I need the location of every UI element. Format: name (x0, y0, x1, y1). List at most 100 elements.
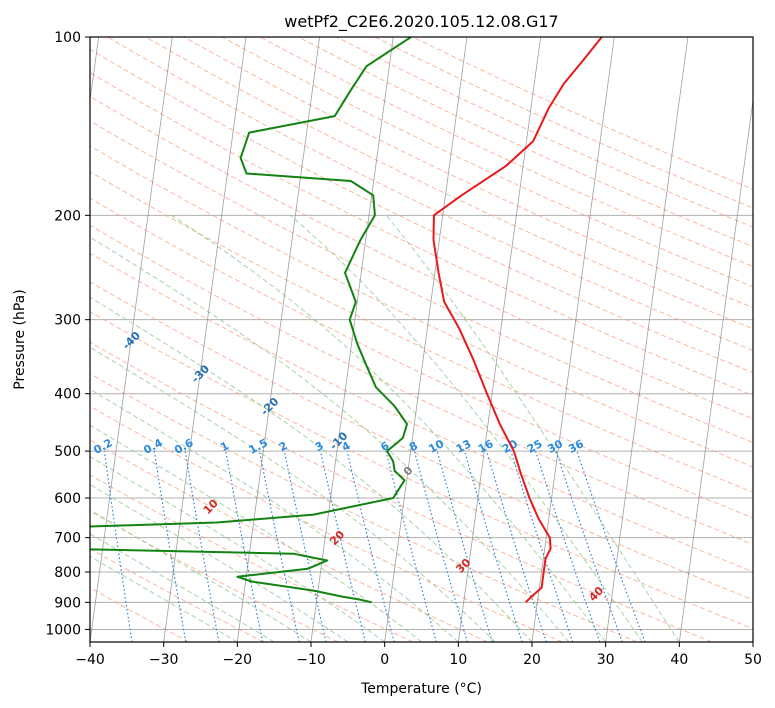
mixing-ratio-label: 13 (454, 437, 474, 456)
moist-adiabat-line (90, 388, 459, 642)
mixing-ratio-label: 30 (545, 437, 565, 456)
x-tick-label: 50 (744, 652, 762, 668)
dry-adiabats (90, 37, 753, 642)
dry-adiabat-line (90, 548, 264, 642)
mixing-ratio-label: 16 (476, 437, 496, 456)
dry-adiabat-line (90, 120, 753, 444)
mixing-ratio-label: 10 (426, 437, 446, 456)
isotherm-line (752, 639, 753, 642)
y-tick-label: 600 (54, 491, 81, 507)
isotherm-line (90, 37, 100, 104)
y-tick-label: 800 (54, 565, 81, 581)
grid-layer (90, 37, 753, 630)
dry-adiabat-line (90, 252, 753, 573)
dry-adiabat-line (90, 373, 638, 642)
isotherm-line (236, 37, 321, 642)
dry-adiabat-line (107, 37, 753, 352)
mixing-ratio-label: 0.2 (91, 436, 114, 457)
isotherm-label: -40 (120, 329, 143, 352)
moist-adiabat-line (90, 456, 385, 642)
y-tick-label: 900 (54, 595, 81, 611)
moist-adiabat-line (90, 509, 312, 642)
dry-adiabat-line (259, 37, 753, 268)
mixing-ratio-line (555, 450, 623, 642)
moist-adiabat-line (90, 533, 275, 642)
mixing-ratio-lines (103, 450, 646, 642)
dry-adiabat-line (336, 37, 753, 228)
isotherm-label: -20 (258, 395, 281, 418)
chart-title: wetPf2_C2E6.2020.105.12.08.G17 (284, 12, 558, 32)
mixing-ratio-line (346, 450, 395, 642)
mixing-ratio-line (258, 450, 300, 642)
mixing-ratio-line (486, 450, 547, 642)
moist-adiabat-line (90, 346, 496, 642)
mixing-ratio-line (436, 450, 493, 642)
x-tick-label: 40 (670, 652, 688, 668)
x-tick-label: 20 (523, 652, 541, 668)
dry-adiabat-line (374, 37, 753, 209)
x-axis-ticks: −40 −30 −20 −10 0 10 20 30 40 50 (75, 642, 762, 668)
x-tick-label: −30 (149, 652, 179, 668)
dry-adiabat-line (90, 71, 753, 396)
y-tick-label: 100 (54, 30, 81, 46)
isotherm-line (678, 97, 753, 642)
profile-series (90, 37, 603, 604)
dry-adiabat-line (90, 145, 753, 468)
mixing-ratio-line (283, 450, 327, 642)
dry-adiabat-label: 10 (201, 497, 221, 517)
temperature-profile (432, 37, 603, 604)
mixing-ratio-line (184, 451, 220, 642)
isotherm-label: -50 (51, 290, 74, 313)
dry-adiabat-label: 20 (327, 528, 347, 548)
mixing-ratio-line (464, 450, 523, 642)
mixing-ratio-label: 0.6 (172, 436, 196, 457)
mixing-ratio-label: 1 (218, 439, 231, 454)
mixing-ratio-line (576, 450, 646, 642)
moist-adiabat-line (289, 214, 643, 642)
moist-adiabat-line (90, 296, 533, 642)
dry-adiabat-line (90, 224, 753, 545)
dry-adiabat-label: 30 (453, 556, 473, 576)
isotherm-line (605, 37, 689, 642)
mixing-ratio-line (225, 451, 264, 642)
plot-frame (89, 36, 754, 643)
dry-adiabat-line (90, 405, 563, 642)
y-axis-ticks: 100 200 300 400 500 600 700 800 900 1000 (45, 30, 90, 638)
dry-adiabat-line (145, 37, 753, 330)
mixing-ratio-label: 0.4 (141, 436, 165, 457)
isotherms (90, 37, 753, 642)
dry-adiabat-line (90, 95, 753, 420)
x-tick-label: 0 (380, 652, 389, 668)
y-tick-label: 1000 (45, 622, 81, 638)
x-tick-label: 30 (597, 652, 615, 668)
isotherm-label: -60 (0, 245, 7, 268)
dry-adiabat-line (90, 310, 753, 630)
mixing-ratio-line (385, 450, 437, 642)
x-tick-label: −20 (223, 652, 253, 668)
mixing-ratio-line (413, 450, 469, 642)
mixing-ratio-line (103, 451, 133, 642)
dry-adiabat-line (90, 197, 753, 519)
y-tick-label: 300 (54, 313, 81, 329)
mixing-ratio-label: 6 (379, 439, 392, 454)
y-axis-label: Pressure (hPa) (12, 289, 28, 389)
dry-adiabat-line (90, 281, 753, 601)
moist-adiabat-line (90, 236, 570, 642)
dewpoint-profile (90, 37, 412, 604)
mixing-ratio-line (510, 450, 574, 642)
mixing-ratio-label: 36 (566, 437, 586, 456)
mixing-ratio-label: 3 (313, 439, 326, 454)
x-tick-label: 10 (449, 652, 467, 668)
y-tick-label: 200 (54, 208, 81, 224)
mixing-ratio-label: 25 (525, 437, 545, 456)
isotherm-line (384, 37, 468, 642)
x-axis-label: Temperature (°C) (360, 681, 482, 697)
mixing-ratio-label: 1.5 (247, 436, 270, 457)
isotherm-line (310, 37, 394, 642)
dry-adiabat-line (90, 171, 753, 493)
isotherm-label: -30 (189, 362, 212, 385)
dry-adiabat-line (90, 439, 488, 642)
mixing-ratio-label: 8 (407, 439, 420, 454)
isotherm-line (457, 37, 542, 642)
